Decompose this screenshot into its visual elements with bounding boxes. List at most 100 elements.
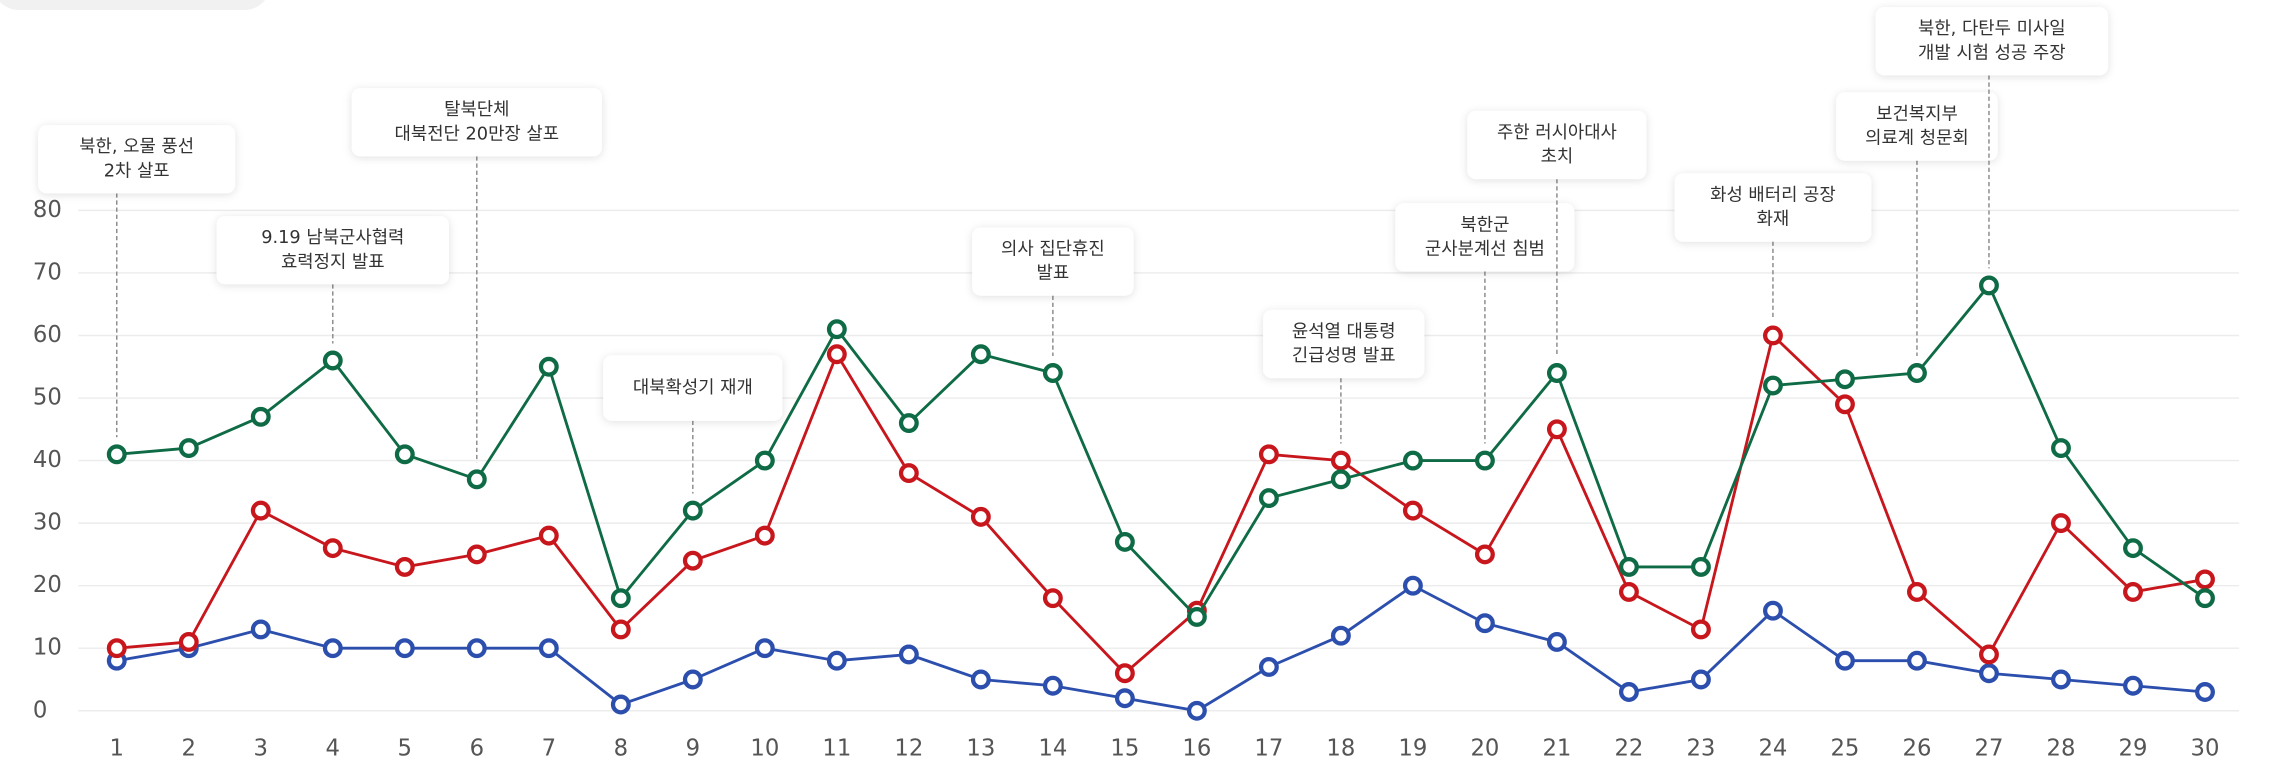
data-point [1042, 675, 1063, 696]
x-tick-label: 10 [750, 736, 779, 762]
data-point [322, 350, 343, 371]
data-point [898, 644, 919, 665]
data-point [322, 638, 343, 659]
x-tick-label: 21 [1542, 736, 1571, 762]
data-point [1546, 632, 1567, 652]
annotation-text: 군사분계선 침범 [1425, 238, 1545, 259]
data-point [466, 544, 487, 565]
data-point [178, 438, 199, 459]
data-point [1690, 619, 1711, 640]
annotation-box [351, 88, 602, 157]
y-tick-label: 50 [33, 385, 62, 411]
y-tick-label: 40 [33, 447, 62, 473]
data-point [1835, 650, 1855, 671]
data-point [826, 344, 847, 365]
data-point [1907, 650, 1927, 671]
x-tick-label: 19 [1398, 736, 1427, 762]
data-point [394, 556, 415, 577]
data-point [754, 525, 775, 546]
data-point [1330, 450, 1351, 471]
x-tick-label: 14 [1038, 736, 1067, 762]
data-point [610, 588, 631, 609]
data-point [610, 694, 631, 715]
data-point [106, 444, 127, 465]
data-point [1114, 531, 1135, 552]
x-tick-label: 16 [1182, 736, 1211, 762]
data-point [1690, 556, 1711, 577]
data-point [538, 356, 559, 377]
annotation-text: 북한, 오물 풍선 [79, 136, 194, 157]
x-tick-label: 8 [614, 736, 628, 762]
data-point [2123, 675, 2143, 696]
data-point [1762, 600, 1783, 621]
x-tick-label: 20 [1470, 736, 1499, 762]
data-point [1042, 363, 1063, 383]
annotation-text: 화재 [1757, 209, 1790, 230]
annotation-text: 북한군 [1460, 214, 1509, 235]
annotation-text: 발표 [1037, 263, 1070, 284]
x-tick-label: 23 [1686, 736, 1715, 762]
data-point [2195, 682, 2215, 702]
data-point [1979, 644, 1999, 665]
data-point [610, 619, 631, 640]
data-point [178, 632, 199, 652]
x-tick-label: 2 [182, 736, 196, 762]
x-tick-label: 24 [1758, 736, 1787, 762]
annotation-text: 긴급성명 발표 [1292, 345, 1396, 366]
data-point [1042, 588, 1063, 609]
data-point [754, 638, 775, 659]
x-tick-label: 18 [1326, 736, 1355, 762]
data-point [1907, 581, 1927, 602]
annotation-text: 2차 살포 [104, 160, 170, 181]
data-point [1762, 325, 1783, 346]
annotation-box [603, 355, 783, 421]
x-tick-label: 6 [470, 736, 484, 762]
data-point [1474, 613, 1495, 634]
data-point [826, 650, 847, 671]
y-tick-label: 80 [33, 197, 62, 223]
y-tick-label: 0 [33, 697, 47, 723]
x-tick-label: 13 [966, 736, 995, 762]
data-point [466, 469, 487, 490]
data-point [250, 500, 271, 521]
x-tick-label: 9 [686, 736, 700, 762]
data-point [106, 638, 127, 659]
annotation-text: 북한, 다탄두 미사일 [1918, 18, 2066, 39]
data-point [2195, 588, 2215, 609]
data-point [970, 506, 991, 527]
annotation-text: 화성 배터리 공장 [1710, 184, 1836, 205]
x-tick-label: 15 [1110, 736, 1139, 762]
data-point [898, 413, 919, 433]
data-point [970, 669, 991, 690]
annotation-box [216, 216, 449, 285]
data-point [1186, 700, 1207, 721]
series-line [116, 332, 2206, 676]
x-tick-label: 28 [2047, 736, 2076, 762]
data-point [2123, 538, 2143, 559]
data-point [538, 525, 559, 546]
data-point [1618, 581, 1639, 602]
annotation-box [1674, 173, 1872, 242]
y-tick-label: 60 [33, 322, 62, 348]
x-tick-label: 30 [2191, 736, 2220, 762]
data-point [250, 619, 271, 640]
x-tick-label: 3 [254, 736, 268, 762]
data-point [1979, 663, 1999, 684]
data-point [1330, 625, 1351, 646]
data-point [1907, 363, 1927, 383]
data-point [394, 638, 415, 659]
x-tick-label: 27 [1975, 736, 2004, 762]
annotation-text: 개발 시험 성공 주장 [1918, 42, 2066, 63]
data-point [2051, 513, 2071, 534]
data-point [538, 638, 559, 659]
data-point [1402, 575, 1423, 596]
data-point [1402, 500, 1423, 521]
data-point [1474, 450, 1495, 471]
data-point [1690, 669, 1711, 690]
data-point [1979, 275, 1999, 296]
x-tick-label: 4 [326, 736, 340, 762]
data-point [1258, 444, 1279, 465]
y-tick-label: 20 [33, 572, 62, 598]
